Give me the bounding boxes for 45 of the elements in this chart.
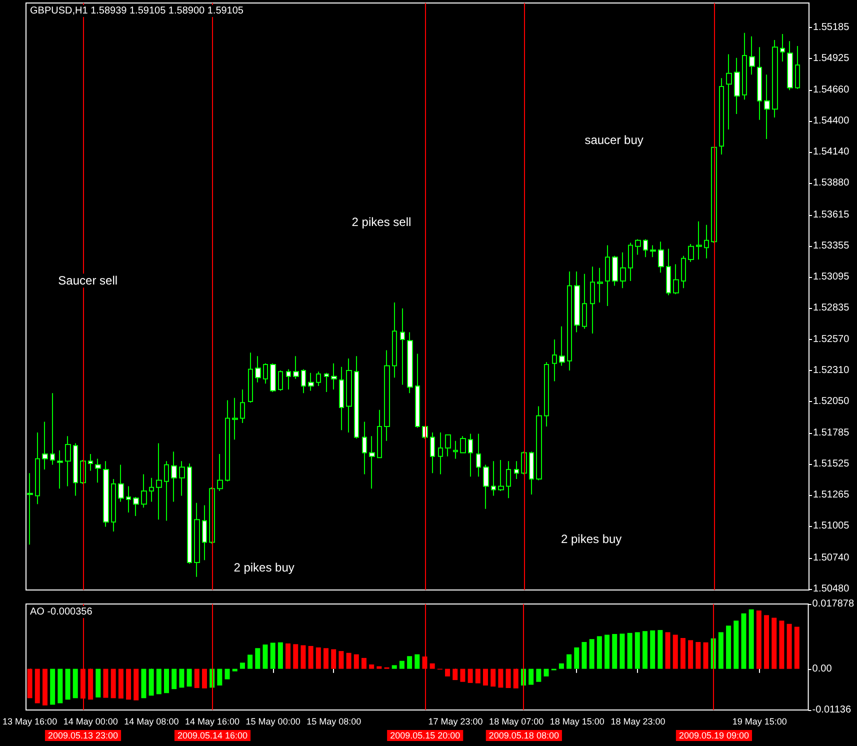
y-tick-label: 1.52570 (813, 334, 850, 345)
x-tick-label: 18 May 07:00 (489, 716, 544, 726)
y-tick-label: 1.53355 (813, 240, 850, 252)
x-tick-label: 2009.05.19 09:00 (678, 730, 750, 740)
x-tick-label: 15 May 00:00 (246, 716, 300, 726)
annotation: 2 pikes buy (560, 532, 622, 546)
x-tick-label: 19 May 15:00 (732, 716, 787, 726)
y-tick-label: 1.51525 (813, 458, 850, 470)
x-tick-label: 13 May 16:00 (2, 716, 58, 726)
y-tick-label: 1.54400 (813, 116, 850, 127)
x-tick-label: 2009.05.18 08:00 (488, 730, 559, 740)
x-tick-label: 18 May 23:00 (610, 716, 666, 726)
x-tick-label: 17 May 23:00 (428, 716, 483, 726)
y-tick-label: 1.53615 (813, 209, 850, 220)
y-tick-label: 1.52310 (813, 364, 850, 376)
annotation: 2 pikes buy (234, 560, 294, 575)
x-tick-label: 2009.05.15 20:00 (390, 730, 460, 740)
chart-title: AO -0.000356 (30, 606, 93, 618)
annotation: saucer buy (584, 132, 644, 147)
y-tick-label: 1.55185 (813, 22, 850, 33)
y-tick-label: 1.54925 (813, 52, 850, 64)
x-tick-label: 14 May 00:00 (63, 716, 118, 726)
y-tick-label: 0.00 (812, 663, 832, 674)
y-tick-label: 1.53880 (813, 178, 850, 189)
x-tick-label: 14 May 16:00 (184, 716, 240, 726)
y-tick-label: 1.51785 (813, 428, 850, 439)
x-tick-label: 15 May 08:00 (306, 716, 362, 726)
x-tick-label: 14 May 08:00 (124, 716, 179, 726)
y-tick-label: 1.51265 (813, 490, 850, 501)
ref-line-label: 2009.05.14 16:00 (177, 730, 248, 740)
y-tick-label: 0.017878 (812, 598, 854, 610)
y-tick-label: 1.52050 (813, 396, 850, 407)
y-tick-label: 1.50480 (813, 583, 850, 594)
annotation: 2 pikes sell (352, 214, 412, 229)
y-tick-label: 1.53095 (813, 271, 850, 282)
annotation: Saucer sell (58, 274, 118, 288)
y-tick-label: 1.54660 (813, 84, 850, 96)
x-tick-label: 18 May 15:00 (550, 716, 604, 726)
y-tick-label: 1.51005 (813, 520, 850, 532)
y-tick-label: 1.50740 (813, 552, 850, 564)
y-tick-label: -0.01136 (812, 704, 852, 716)
x-tick-label: 2009.05.13 23:00 (48, 730, 118, 740)
y-tick-label: 1.54140 (813, 146, 850, 158)
chart-title: GBPUSD,H1 1.58939 1.59105 1.58900 1.59105 (30, 6, 244, 16)
y-tick-label: 1.52835 (813, 302, 850, 314)
